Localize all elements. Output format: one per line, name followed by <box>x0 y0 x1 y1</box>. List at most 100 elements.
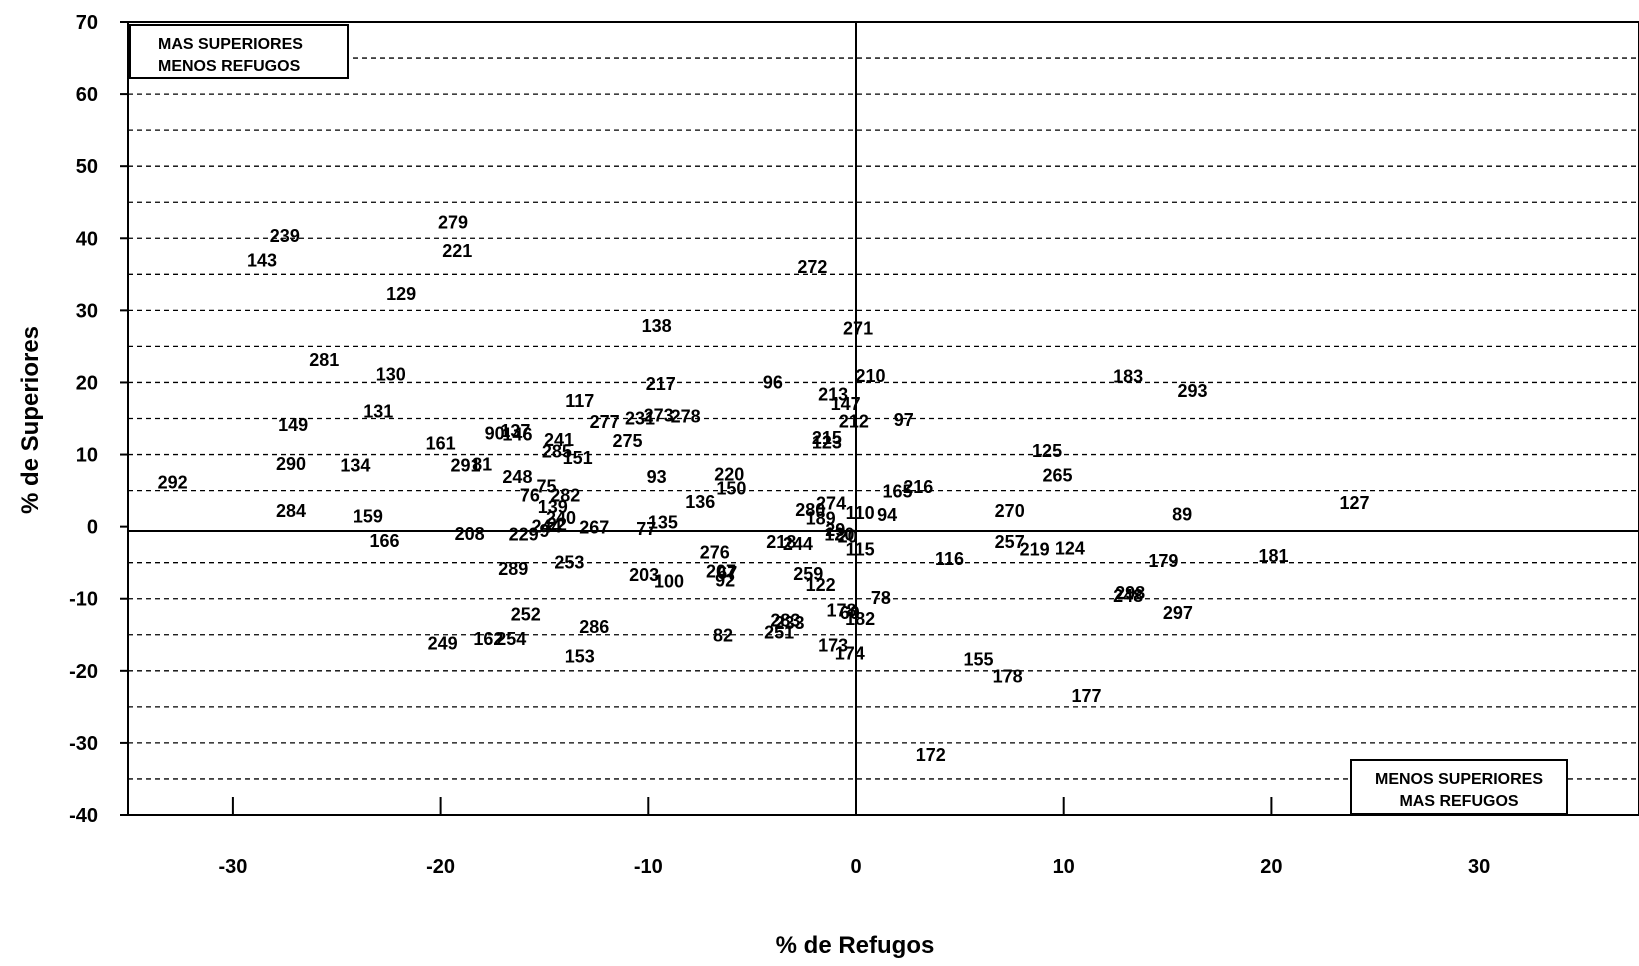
y-tick-group: 70 60 50 40 30 20 10 0 -10 -20 -30 -40 <box>69 12 128 827</box>
data-point-label: 298 <box>1115 583 1145 603</box>
annotation-bottom-right-line-1: MENOS SUPERIORES <box>1375 771 1543 788</box>
data-point-label: 122 <box>806 575 836 595</box>
data-point-label: 182 <box>845 609 875 629</box>
y-tick-label: 20 <box>76 372 98 394</box>
data-point-label: 161 <box>426 434 456 454</box>
data-point-label: 137 <box>500 421 530 441</box>
y-tick-label: -30 <box>69 733 98 755</box>
data-point-label: 259 <box>793 564 823 584</box>
data-point-label: 251 <box>764 623 794 643</box>
data-point-label: 279 <box>438 212 468 232</box>
data-point-label: 249 <box>428 633 458 653</box>
data-point-label: 290 <box>276 454 306 474</box>
y-tick-label: -10 <box>69 589 98 611</box>
data-point-label: 136 <box>685 492 715 512</box>
data-point-label: 284 <box>276 501 306 521</box>
data-point-label: 291 <box>451 455 481 475</box>
data-point-label: 229 <box>509 525 539 545</box>
x-axis-title: % de Refugos <box>776 932 935 959</box>
data-point-label: 210 <box>856 366 886 386</box>
data-point-label: 9 <box>539 521 549 541</box>
data-point-label: 117 <box>565 391 594 411</box>
data-point-label: 270 <box>995 501 1025 521</box>
data-point-label: 231 <box>625 409 655 429</box>
data-point-label: 244 <box>783 534 813 554</box>
data-point-label: 127 <box>1339 493 1369 513</box>
data-point-label: 174 <box>835 644 865 664</box>
data-point-label: 283 <box>770 610 800 630</box>
data-point-label: 159 <box>353 507 383 527</box>
data-point-label: 151 <box>563 448 593 468</box>
data-point-label: 165 <box>883 481 913 501</box>
data-point-label: 76 <box>520 486 540 506</box>
data-point-label: 280 <box>795 500 825 520</box>
data-point-label: 135 <box>648 512 678 532</box>
data-point-label: 275 <box>613 431 643 451</box>
annotation-box-top-left: MAS SUPERIORES MENOS REFUGOS <box>129 24 349 79</box>
data-point-label: 77 <box>636 519 656 539</box>
data-point-label: 139 <box>538 497 568 517</box>
data-point-label: 81 <box>472 455 492 475</box>
y-tick-label: 50 <box>76 156 98 178</box>
data-point-label: 276 <box>700 543 730 563</box>
annotation-top-left-line-2: MENOS REFUGOS <box>158 58 301 75</box>
data-point-label: 177 <box>1072 686 1102 706</box>
data-point-label: 130 <box>376 365 406 385</box>
data-point-label: 217 <box>646 374 676 394</box>
data-point-label: 162 <box>473 629 503 649</box>
data-point-label: 173 <box>818 636 848 656</box>
data-point-label: 90 <box>485 424 505 444</box>
data-point-label: 207 <box>706 561 736 581</box>
axes <box>127 21 1639 816</box>
data-point-label: 82 <box>713 625 733 645</box>
data-point-label: 125 <box>1032 441 1062 461</box>
x-tick-group: -30 -20 -10 0 10 20 30 <box>218 797 1490 878</box>
data-point-label: 67 <box>717 563 737 583</box>
data-point-label: 265 <box>1042 465 1072 485</box>
data-point-label: 286 <box>579 617 609 637</box>
data-point-label: 166 <box>369 531 399 551</box>
data-point-label: 150 <box>716 478 746 498</box>
data-point-label: 93 <box>647 467 667 487</box>
y-tick-label: 30 <box>76 300 98 322</box>
x-tick-label: 20 <box>1260 856 1282 878</box>
data-point-label: 120 <box>824 525 854 545</box>
data-point-label: 172 <box>916 745 946 765</box>
x-tick-label: -20 <box>426 856 455 878</box>
annotation-box-bottom-right: MENOS SUPERIORES MAS REFUGOS <box>1350 759 1568 815</box>
data-point-label: 241 <box>544 430 574 450</box>
data-point-label: 239 <box>270 226 300 246</box>
data-point-label: 257 <box>995 532 1025 552</box>
data-point-label: 155 <box>964 649 994 669</box>
data-point-label: 96 <box>763 372 783 392</box>
y-tick-label: -40 <box>69 805 98 827</box>
x-tick-label: 10 <box>1053 856 1075 878</box>
data-point-label: 97 <box>894 410 914 430</box>
data-point-label: 282 <box>550 486 580 506</box>
data-point-label: 297 <box>1163 603 1193 623</box>
data-point-label: 213 <box>818 385 848 405</box>
y-axis-title: % de Superiores <box>17 326 44 514</box>
data-point-label: 143 <box>247 251 277 271</box>
data-point-label: 94 <box>877 505 897 525</box>
annotation-top-left-line-1: MAS SUPERIORES <box>158 36 303 53</box>
data-point-label: 267 <box>579 517 609 537</box>
data-point-label: 78 <box>871 588 891 608</box>
x-tick-label: -10 <box>634 856 663 878</box>
data-point-label: 60 <box>840 603 860 623</box>
data-point-label: 252 <box>511 605 541 625</box>
data-point-label: 179 <box>1148 551 1178 571</box>
y-tick-label: 70 <box>76 12 98 34</box>
data-point-label: 116 <box>935 549 964 569</box>
data-point-label: 285 <box>542 442 572 462</box>
data-point-label: 281 <box>309 350 339 370</box>
data-point-label: 178 <box>826 600 856 620</box>
data-point-label: 22 <box>547 514 567 534</box>
data-point-label: 153 <box>565 646 595 666</box>
data-point-label: 92 <box>715 571 735 591</box>
data-point-label: 181 <box>1258 546 1288 566</box>
data-point-label: 178 <box>993 667 1023 687</box>
annotation-bottom-right-line-2: MAS REFUGOS <box>1399 793 1518 810</box>
data-point-label: 220 <box>714 465 744 485</box>
